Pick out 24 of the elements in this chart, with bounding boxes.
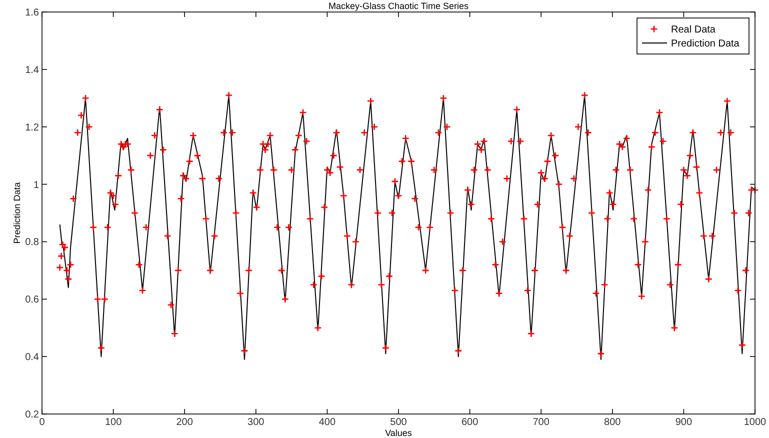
x-tick-label: 100 <box>104 417 122 428</box>
x-tick-label: 800 <box>604 417 622 428</box>
x-tick-label: 900 <box>675 417 692 428</box>
y-tick-label: 0.6 <box>25 294 40 306</box>
y-tick-label: 0.2 <box>25 410 40 420</box>
x-tick-label: 600 <box>461 417 479 428</box>
y-tick-label: 0.8 <box>25 237 40 248</box>
legend-label: Prediction Data <box>671 38 740 50</box>
y-axis-title: Prediction Data <box>12 182 22 244</box>
legend-label: Real Data <box>671 24 716 36</box>
x-tick-label: 200 <box>176 417 194 428</box>
x-tick-label: 700 <box>532 417 550 428</box>
x-tick-label: 300 <box>248 417 265 428</box>
x-tick-label: 1000 <box>744 417 767 428</box>
x-axis-title: Values <box>385 428 412 438</box>
y-tick-label: 0.4 <box>25 352 40 364</box>
y-tick-label: 1.2 <box>25 122 40 134</box>
y-tick-label: 1.6 <box>25 8 40 18</box>
x-tick-label: 500 <box>390 417 408 428</box>
chart-title: Mackey-Glass Chaotic Time Series <box>328 1 470 11</box>
x-tick-label: 400 <box>318 417 336 428</box>
y-tick-label: 1 <box>33 180 40 191</box>
y-tick-label: 1.4 <box>25 64 40 76</box>
x-tick-label: 0 <box>39 417 46 428</box>
